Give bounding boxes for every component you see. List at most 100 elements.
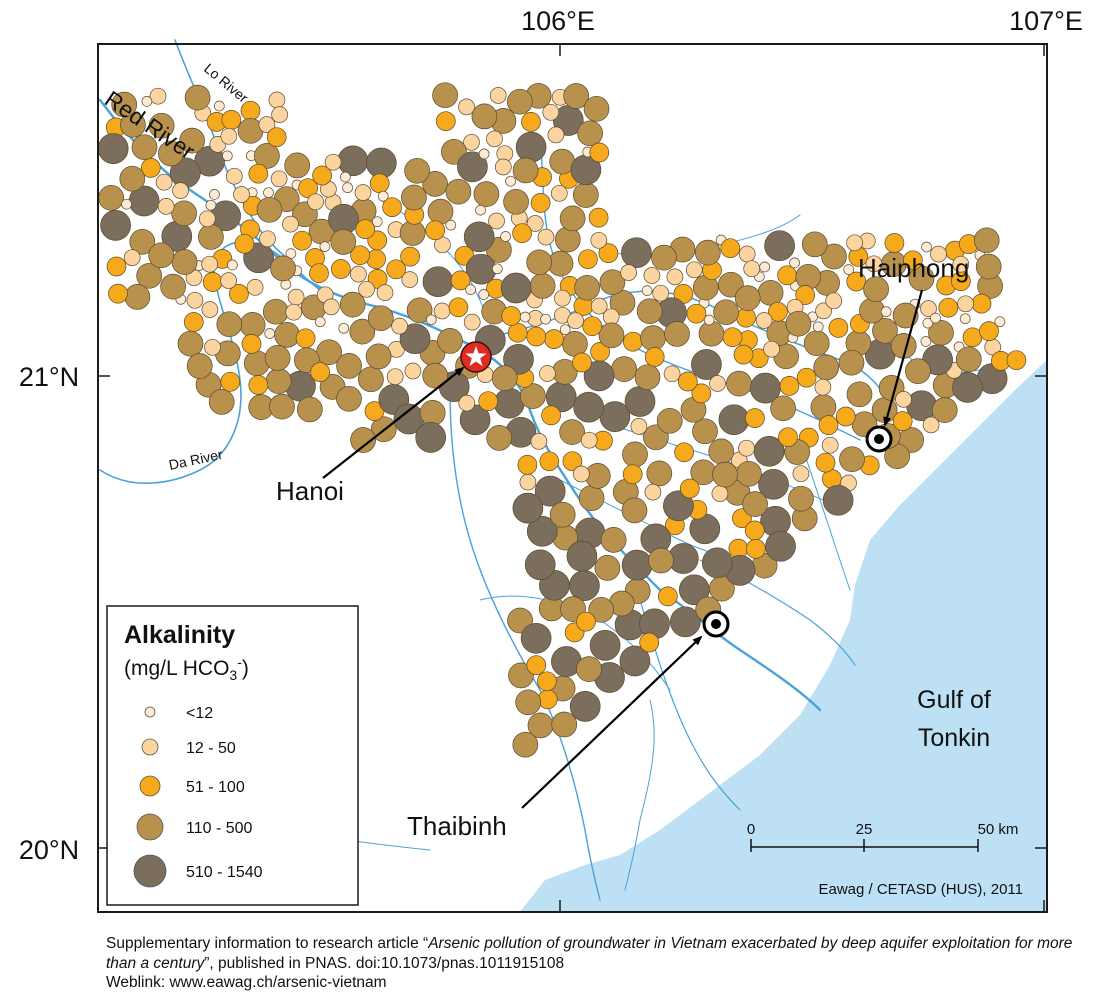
sample-point [171,249,198,275]
sample-point [503,188,529,215]
sample-point [465,253,497,285]
da-river-label: Da River [167,446,224,473]
sample-point [425,314,437,326]
sample-point [622,441,648,468]
sample-point [539,365,556,382]
sample-point [459,404,491,436]
sample-point [186,353,213,379]
sample-point [621,237,652,269]
sample-point [271,106,288,123]
sample-point [354,184,372,201]
sample-point [100,210,131,241]
sample-point [148,112,175,139]
sample-point [314,316,326,328]
thaibinh-marker-dot [711,619,721,629]
legend-unit-sup: - [237,654,242,670]
sample-point [765,530,796,562]
sample-point [825,292,843,310]
sample-point [457,151,488,183]
caption-weblink[interactable]: Weblink: www.eawag.ch/arsenic-vietnam [106,974,387,991]
sample-point [574,274,600,301]
sample-point [445,178,472,205]
sample-point [450,270,471,291]
hanoi-label: Hanoi [276,476,344,506]
sample-point [594,555,621,581]
sample-point [651,244,677,271]
lon-label-106: 106°E [521,6,595,36]
sample-point [892,411,913,431]
sample-point [171,200,197,227]
sample-point [920,300,937,317]
sample-point [744,520,765,541]
sample-point [537,671,557,692]
sample-point [157,198,175,215]
sample-point [124,284,151,310]
sample-point [962,327,983,348]
haiphong-marker-dot [874,434,884,444]
sample-point [342,182,353,194]
legend-label-51-100: 51 - 100 [186,779,245,796]
sample-point [703,314,715,326]
sample-point [160,273,186,300]
legend-label-12-50: 12 - 50 [186,740,236,757]
sample-point [229,284,249,304]
sample-point [669,606,701,638]
sample-point [569,570,600,601]
sample-point [846,234,863,252]
sample-point [598,322,625,349]
sample-point [512,731,539,758]
sample-point [582,316,603,337]
sample-point [284,152,311,179]
sample-point [221,150,233,162]
sample-point [225,167,243,185]
sample-point [755,312,773,329]
sample-point [141,96,153,107]
scale-label-0: 0 [747,821,755,838]
legend-label-lt12: <12 [186,705,213,722]
sample-point [458,394,476,412]
sample-point [611,356,637,382]
sample-point [623,331,643,352]
sample-point [952,255,970,273]
sample-point [155,173,173,191]
sample-point [198,224,224,250]
sample-point [622,464,643,485]
sample-point [269,393,295,420]
sample-point [580,431,598,449]
caption-post: ”, published in PNAS. doi:10.1073/pnas.1… [204,954,565,972]
sample-point [554,226,581,253]
sample-point [463,313,481,331]
sample-point [526,326,547,347]
sample-point [365,343,392,370]
sample-point [636,298,663,325]
legend-swatch-12-50 [141,738,159,756]
sample-point [789,257,800,269]
thaibinh-label: Thaibinh [407,811,507,841]
sample-point [839,446,865,473]
sample-point [406,297,433,324]
sample-point [863,276,889,303]
legend-unit: (mg/L HCO3-) [124,654,249,683]
sample-point [216,311,243,338]
sample-point [404,157,430,184]
sample-point [526,655,547,676]
sample-point [726,370,752,397]
sample-point [367,269,388,289]
sample-point [508,662,534,689]
sample-point [358,366,384,393]
sample-point [736,307,756,328]
haiphong-arrow [883,289,924,427]
sample-point [534,475,566,507]
sample-point [994,316,1006,328]
map-frame [97,43,1048,913]
legend-label-510-1540: 510 - 1540 [186,864,263,881]
sample-point [309,263,329,284]
sample-point [644,347,665,367]
sample-point [701,547,733,579]
sample-point [371,216,383,228]
sample-point [186,291,204,309]
sample-point [694,239,721,266]
sample-point [515,689,542,716]
sample-point [547,126,565,144]
sample-point [955,346,982,373]
